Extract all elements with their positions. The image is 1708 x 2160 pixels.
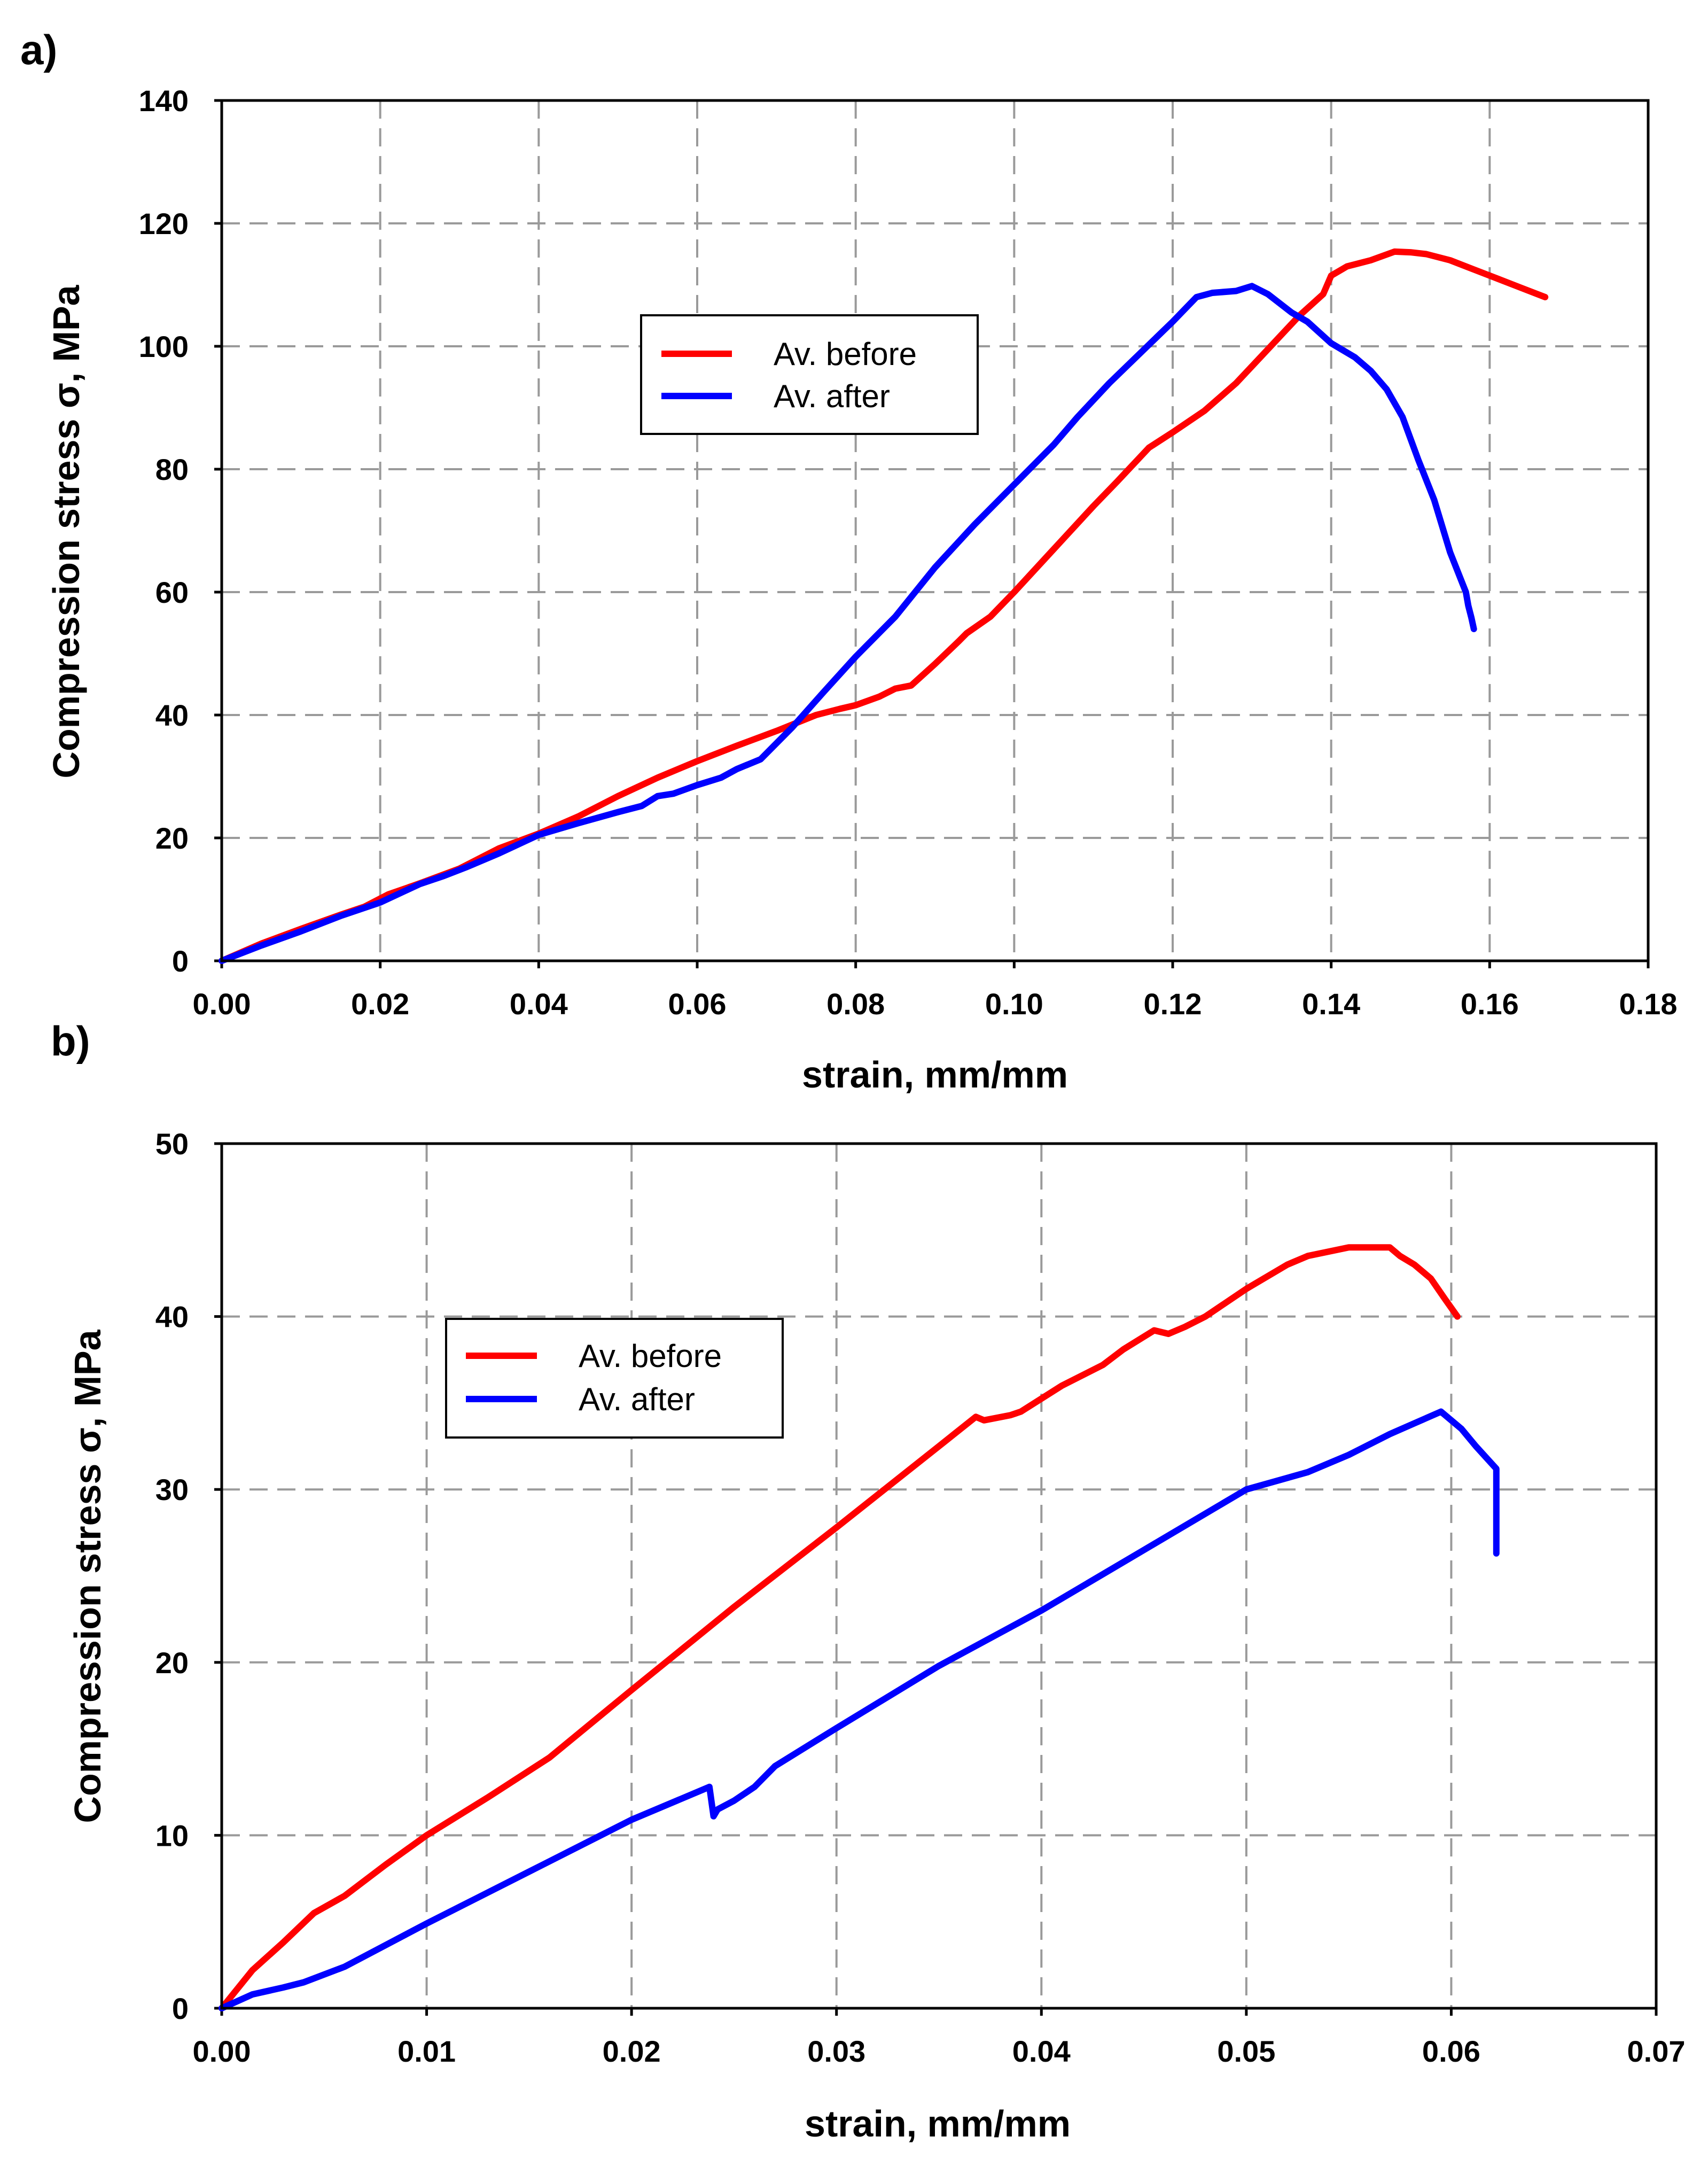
series-line-av-after bbox=[219, 1408, 1500, 2011]
legend-box bbox=[640, 314, 979, 435]
legend: Av. before Av. after bbox=[640, 314, 979, 435]
plot-frame bbox=[220, 1142, 1658, 2010]
y-tick-label: 120 bbox=[139, 207, 189, 240]
x-tick-label: 0.16 bbox=[1461, 987, 1519, 1021]
panel-b: b) 0.00 0.01 0.02 0.03 0.04 0.05 0.06 0.07 0 10 20… bbox=[51, 1017, 1686, 2145]
y-tick-label: 40 bbox=[155, 1300, 189, 1334]
series-line-av-before bbox=[219, 248, 1549, 964]
y-tick-label: 0 bbox=[172, 944, 189, 978]
y-tick-label: 20 bbox=[155, 821, 189, 855]
y-tick-label: 100 bbox=[139, 330, 189, 363]
y-tick-label: 60 bbox=[155, 576, 189, 609]
y-tick-label: 140 bbox=[139, 84, 189, 118]
plot-frame bbox=[220, 99, 1650, 962]
x-tick-label: 0.12 bbox=[1144, 987, 1202, 1021]
x-tick-label: 0.04 bbox=[510, 987, 568, 1021]
x-tick-label: 0.01 bbox=[397, 2034, 456, 2068]
panel-label: b) bbox=[51, 1017, 90, 1065]
y-tick-label: 80 bbox=[155, 453, 189, 486]
x-tick-label: 0.05 bbox=[1217, 2034, 1275, 2068]
x-tick-label: 0.10 bbox=[985, 987, 1043, 1021]
x-tick-label: 0.00 bbox=[193, 2034, 251, 2068]
x-tick-label: 0.06 bbox=[1422, 2034, 1480, 2068]
y-tick-label: 50 bbox=[155, 1127, 189, 1161]
x-axis-title: strain, mm/mm bbox=[805, 2103, 1071, 2145]
legend-box bbox=[445, 1318, 784, 1439]
y-axis-title: Compression stress σ, MPa bbox=[45, 284, 87, 778]
legend-label-after: Av. after bbox=[579, 1381, 695, 1417]
legend-label-before: Av. before bbox=[774, 336, 917, 372]
x-tick-label: 0.03 bbox=[807, 2034, 865, 2068]
series-line-av-before bbox=[219, 1244, 1461, 2011]
legend: Av. before Av. after bbox=[445, 1318, 784, 1439]
x-tick-label: 0.02 bbox=[351, 987, 409, 1021]
legend-label-before: Av. before bbox=[579, 1338, 722, 1374]
y-tick-label: 30 bbox=[155, 1473, 189, 1506]
x-tick-label: 0.08 bbox=[826, 987, 885, 1021]
x-tick-label: 0.02 bbox=[603, 2034, 661, 2068]
panel-label: a) bbox=[20, 26, 57, 73]
x-tick-label: 0.14 bbox=[1302, 987, 1360, 1021]
y-tick-label: 10 bbox=[155, 1819, 189, 1852]
x-tick-label: 0.06 bbox=[668, 987, 727, 1021]
panel-a: a) 0.00 0.02 0.04 0.06 0.08 0.10 0.12 0.14 0.16 0… bbox=[20, 26, 1678, 1095]
legend-label-after: Av. after bbox=[774, 378, 890, 414]
y-tick-label: 0 bbox=[172, 1992, 189, 2025]
x-tick-label: 0.00 bbox=[193, 987, 251, 1021]
x-axis-title: strain, mm/mm bbox=[802, 1054, 1068, 1095]
y-axis-title: Compression stress σ, MPa bbox=[67, 1329, 108, 1823]
series-line-av-after bbox=[219, 283, 1477, 964]
y-tick-label: 40 bbox=[155, 698, 189, 732]
x-tick-label: 0.07 bbox=[1627, 2034, 1686, 2068]
x-tick-label: 0.04 bbox=[1012, 2034, 1071, 2068]
x-tick-label: 0.18 bbox=[1619, 987, 1678, 1021]
y-tick-label: 20 bbox=[155, 1646, 189, 1680]
